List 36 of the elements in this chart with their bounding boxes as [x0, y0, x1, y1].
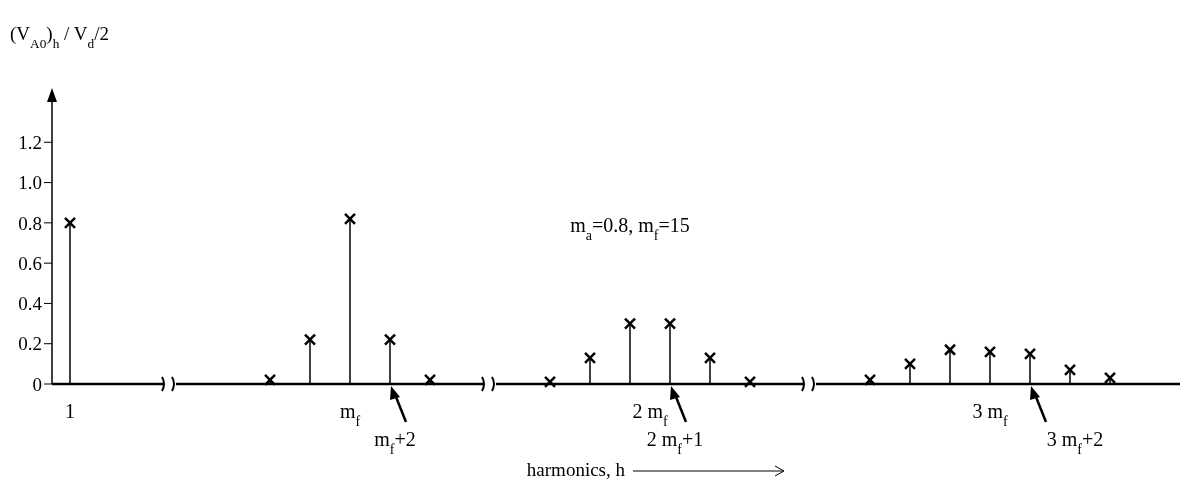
point — [903, 357, 917, 371]
x-tick-label: 3 m$_{f}$ — [972, 400, 1008, 429]
text: 3 m$_{f}$+2 — [1046, 428, 1104, 457]
point — [383, 333, 397, 346]
point — [1023, 347, 1037, 361]
point — [303, 333, 317, 346]
point — [983, 345, 997, 359]
y-tick-label: 0.6 — [18, 252, 42, 274]
y-axis-title: (V$_{A0}$)$_{h}$ / V$_{d}$/2 — [10, 23, 109, 51]
y-tick-label: 0 — [32, 373, 42, 395]
point — [943, 343, 957, 357]
point — [703, 351, 717, 365]
annotation: m$_{a}$=0.8, m$_{f}$=15 — [570, 214, 690, 243]
x-axis-title: harmonics, h — [526, 459, 626, 480]
y-tick-label: 0.8 — [18, 212, 42, 234]
x-tick-label: 1 — [65, 400, 75, 422]
x-tick-label: 2 m$_{f}$ — [632, 400, 668, 429]
point — [623, 317, 637, 330]
point — [423, 373, 437, 387]
y-tick-label: 1.2 — [18, 131, 42, 153]
point — [63, 216, 77, 230]
y-tick-label: 0.2 — [18, 333, 42, 355]
point — [743, 375, 757, 389]
y-tick-label: 0.4 — [18, 293, 43, 315]
point — [583, 351, 597, 365]
text: m$_{f}$+2 — [374, 428, 416, 457]
point — [343, 212, 357, 226]
point — [263, 373, 277, 387]
y-tick-label: 1.0 — [18, 172, 42, 194]
point — [543, 375, 557, 389]
point — [663, 317, 677, 330]
point — [1103, 371, 1117, 385]
point — [1063, 363, 1077, 377]
text: 2 m$_{f}$+1 — [646, 428, 704, 457]
point — [863, 373, 877, 387]
x-tick-label: m$_{f}$ — [339, 400, 361, 429]
